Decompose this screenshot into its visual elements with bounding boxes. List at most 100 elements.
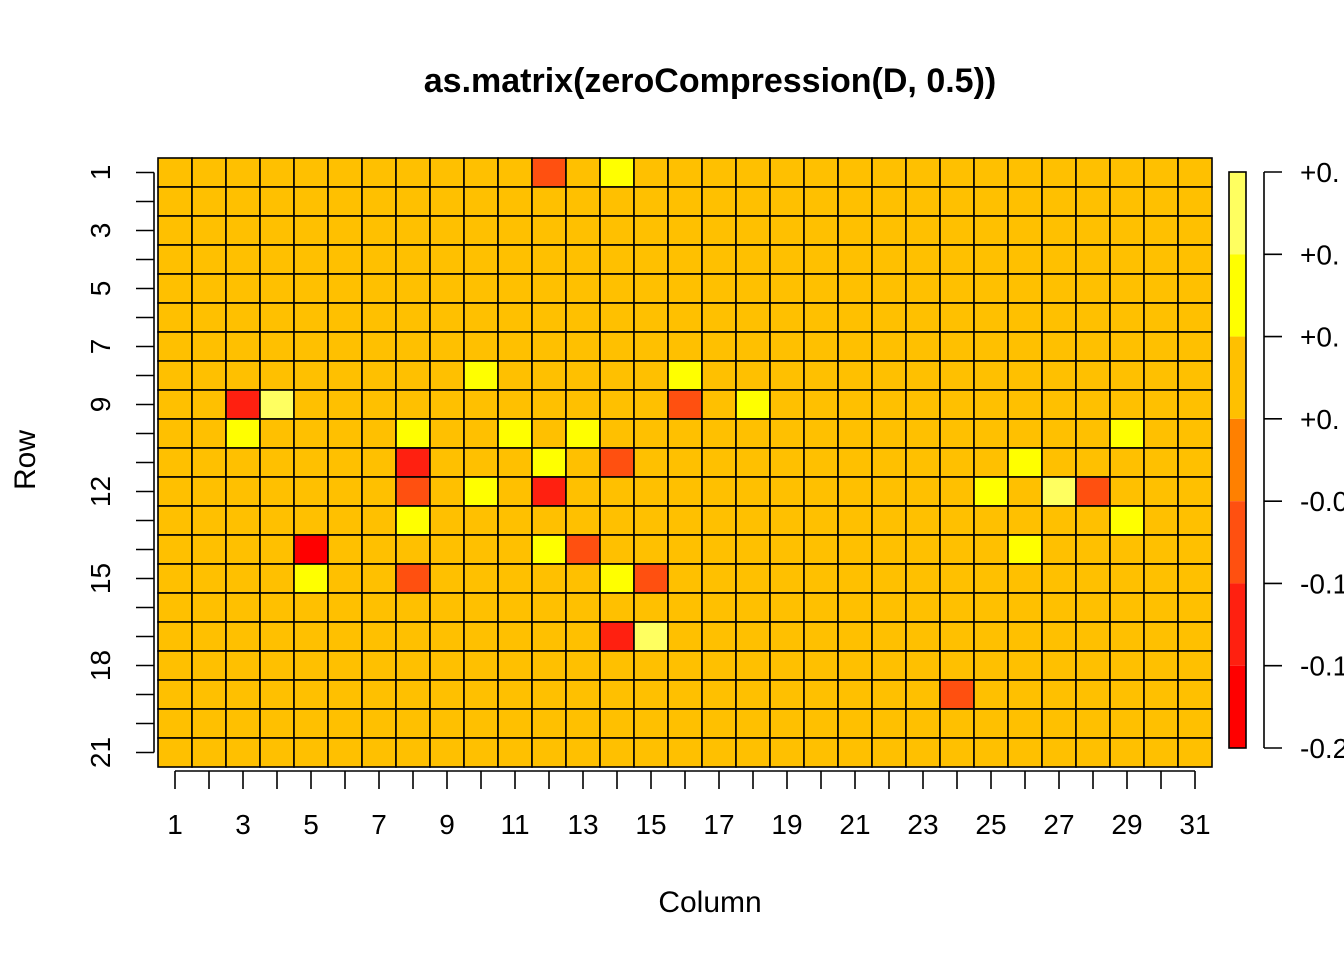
heatmap-cell (225, 737, 261, 768)
y-tick-label: 18 (85, 650, 116, 681)
heatmap-cell (565, 679, 601, 710)
heatmap-cell (395, 186, 431, 217)
heatmap-cell (769, 534, 805, 565)
heatmap-cell (1143, 592, 1179, 623)
heatmap-cell (973, 737, 1009, 768)
heatmap-cell (1109, 534, 1145, 565)
heatmap-cell (1007, 621, 1043, 652)
heatmap-cell (599, 302, 635, 333)
heatmap-cell (531, 302, 567, 333)
heatmap-cell (157, 331, 193, 362)
x-tick-label: 27 (1043, 809, 1074, 840)
heatmap-cell (667, 244, 703, 275)
heatmap-cell (1109, 302, 1145, 333)
heatmap-cell (939, 650, 975, 681)
heatmap-cell (225, 534, 261, 565)
heatmap-cell (259, 708, 295, 739)
heatmap-cell (1041, 418, 1077, 449)
heatmap-cell (395, 679, 431, 710)
heatmap-cell (1177, 273, 1213, 304)
heatmap-cell (837, 360, 873, 391)
heatmap-cell (497, 592, 533, 623)
heatmap-cell (871, 447, 907, 478)
heatmap-cell (599, 215, 635, 246)
heatmap-cell (1007, 650, 1043, 681)
heatmap-cell (259, 389, 295, 420)
heatmap-cell (327, 273, 363, 304)
heatmap-cell (361, 679, 397, 710)
heatmap-cell (395, 157, 431, 188)
heatmap-cell (1075, 592, 1111, 623)
heatmap-cell (327, 563, 363, 594)
heatmap-cell (1007, 708, 1043, 739)
heatmap-cell (327, 534, 363, 565)
y-axis-label: Row (9, 430, 42, 490)
y-tick-label: 21 (85, 737, 116, 768)
heatmap-cell (735, 360, 771, 391)
heatmap-cell (939, 389, 975, 420)
heatmap-cell (293, 418, 329, 449)
x-axis: 1 3 5 7 9 11 13 15 17 19 21 23 25 27 29 31 (167, 770, 1211, 840)
x-tick-label: 5 (303, 809, 319, 840)
heatmap-cell (1075, 215, 1111, 246)
heatmap-cell (667, 186, 703, 217)
heatmap-cell (803, 621, 839, 652)
heatmap-cell (565, 534, 601, 565)
heatmap-cell (599, 476, 635, 507)
heatmap-cell (463, 476, 499, 507)
heatmap-cell (871, 505, 907, 536)
heatmap-cell (599, 360, 635, 391)
heatmap-cell (361, 534, 397, 565)
heatmap-cell (157, 215, 193, 246)
heatmap-cell (939, 186, 975, 217)
heatmap-cell (973, 215, 1009, 246)
heatmap-cell (531, 679, 567, 710)
heatmap-cell (361, 447, 397, 478)
heatmap-cell (701, 273, 737, 304)
y-tick-label: 3 (85, 223, 116, 239)
heatmap-cell (327, 331, 363, 362)
heatmap-cell (565, 389, 601, 420)
heatmap-cell (157, 186, 193, 217)
heatmap-cell (497, 331, 533, 362)
heatmap-cell (837, 157, 873, 188)
heatmap-cell (225, 621, 261, 652)
heatmap-cell (429, 302, 465, 333)
heatmap-cell (701, 476, 737, 507)
heatmap-cell (157, 360, 193, 391)
heatmap-cell (667, 679, 703, 710)
heatmap-cell (1143, 505, 1179, 536)
legend-tick-label: +0. (1300, 322, 1340, 353)
heatmap-cell (225, 650, 261, 681)
legend-swatch (1229, 583, 1246, 666)
heatmap-cell (973, 708, 1009, 739)
heatmap-cell (939, 447, 975, 478)
heatmap-cell (1041, 679, 1077, 710)
heatmap-cell (191, 592, 227, 623)
heatmap-cell (463, 650, 499, 681)
heatmap-cell (1177, 679, 1213, 710)
heatmap-cell (973, 331, 1009, 362)
heatmap-cell (667, 447, 703, 478)
heatmap-cell (1109, 389, 1145, 420)
heatmap-cell (871, 244, 907, 275)
heatmap-cell (531, 447, 567, 478)
heatmap-cell (1177, 650, 1213, 681)
legend-swatch (1229, 665, 1246, 748)
heatmap-cell (157, 650, 193, 681)
heatmap-cell (871, 650, 907, 681)
heatmap-cell (531, 505, 567, 536)
heatmap-cell (837, 418, 873, 449)
heatmap-cell (1075, 186, 1111, 217)
heatmap-cell (1007, 331, 1043, 362)
heatmap-cell (429, 592, 465, 623)
heatmap-cell (633, 389, 669, 420)
heatmap-cell (905, 389, 941, 420)
heatmap-cell (803, 534, 839, 565)
heatmap-cell (633, 447, 669, 478)
heatmap-cell (1143, 563, 1179, 594)
heatmap-cell (225, 418, 261, 449)
heatmap-cell (565, 650, 601, 681)
heatmap-cell (667, 737, 703, 768)
heatmap-cell (1109, 650, 1145, 681)
